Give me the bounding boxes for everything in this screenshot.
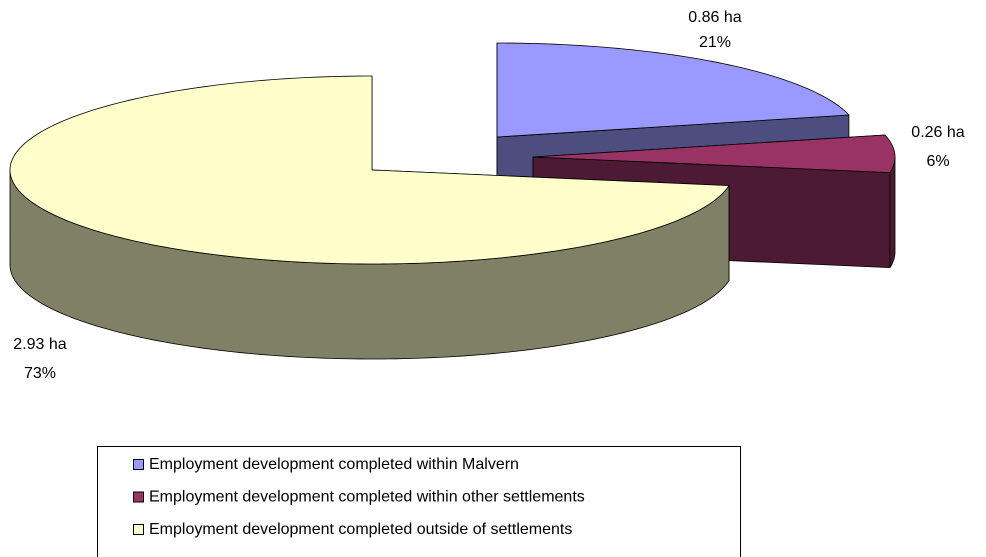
data-label: 73% xyxy=(24,365,56,382)
legend-label: Employment development completed outside… xyxy=(149,521,572,538)
legend-swatch xyxy=(133,491,144,503)
legend-box xyxy=(97,446,741,557)
legend-label: Employment development completed within … xyxy=(149,489,585,506)
data-label: 0.26 ha xyxy=(911,124,964,141)
slice-top xyxy=(496,42,850,138)
slice-top xyxy=(532,134,896,174)
slice-top xyxy=(9,75,730,265)
data-label: 0.86 ha xyxy=(688,9,741,26)
legend-label: Employment development completed within … xyxy=(149,456,519,473)
data-label: 2.93 ha xyxy=(13,336,66,353)
legend-swatch xyxy=(133,524,144,535)
slice-wall xyxy=(889,156,896,269)
data-label: 21% xyxy=(699,34,731,51)
pie-slice xyxy=(9,75,730,360)
legend-swatch xyxy=(133,459,144,470)
data-label: 6% xyxy=(926,153,949,170)
